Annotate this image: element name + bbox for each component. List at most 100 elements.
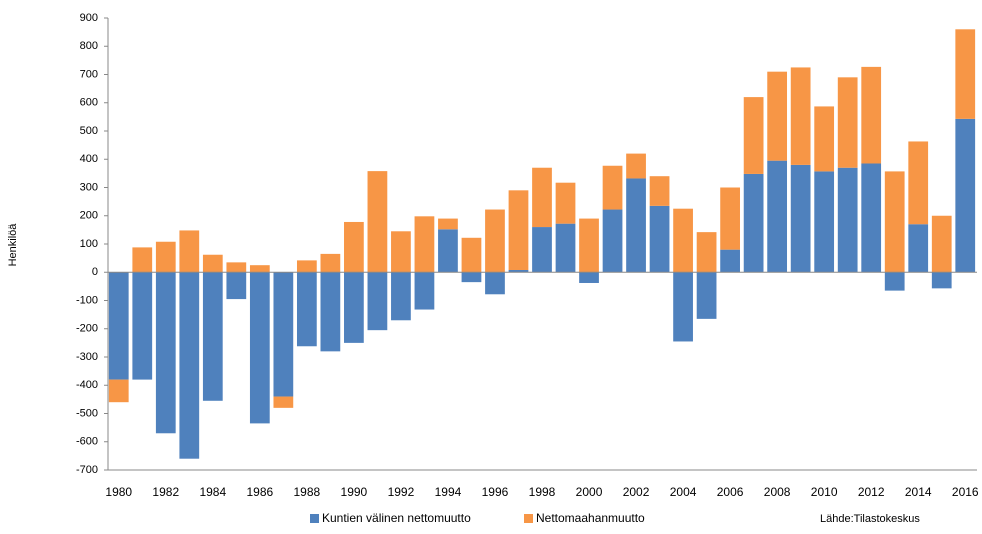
bar-segment xyxy=(861,66,882,164)
bar-segment xyxy=(931,215,952,273)
bar-segment xyxy=(555,182,576,224)
bar-segment xyxy=(696,232,717,273)
bar-segment xyxy=(202,254,223,273)
x-tick-label: 2006 xyxy=(717,485,744,499)
bar-segment xyxy=(508,190,529,270)
bar-segment xyxy=(391,231,411,273)
bar-segment xyxy=(202,272,223,401)
y-tick-label: 200 xyxy=(80,210,98,222)
bar-segment xyxy=(438,229,458,273)
bar-segment xyxy=(884,272,905,291)
y-tick-label: 100 xyxy=(80,238,98,250)
bar-segment xyxy=(485,209,505,273)
bar-segment xyxy=(814,171,835,273)
bar-segment xyxy=(226,262,247,273)
bar-segment xyxy=(790,164,811,273)
bar-segment xyxy=(884,171,905,273)
y-tick-label: -500 xyxy=(76,407,98,419)
x-tick-label: 2000 xyxy=(576,485,603,499)
x-tick-label: 1988 xyxy=(294,485,321,499)
bar-segment xyxy=(532,227,552,273)
bar-segment xyxy=(649,205,670,273)
y-tick-label: 400 xyxy=(80,153,98,165)
y-tick-label: -300 xyxy=(76,351,98,363)
x-tick-label: 1992 xyxy=(388,485,415,499)
x-tick-label: 2002 xyxy=(623,485,650,499)
x-tick-label: 1994 xyxy=(435,485,462,499)
bar-segment xyxy=(931,272,952,289)
x-tick-label: 1980 xyxy=(105,485,132,499)
bar-segment xyxy=(673,208,693,273)
y-tick-label: 900 xyxy=(80,12,98,24)
bar-segment xyxy=(249,265,270,273)
bar-segment xyxy=(532,167,552,228)
bar-segment xyxy=(320,272,341,352)
bar-segment xyxy=(767,160,788,273)
bar-segment xyxy=(320,253,341,273)
bar-segment xyxy=(508,269,529,273)
x-tick-label: 1998 xyxy=(529,485,556,499)
bar-segment xyxy=(132,272,153,380)
bar-segment xyxy=(155,272,176,434)
bar-segment xyxy=(720,249,740,273)
legend-label: Nettomaahanmuutto xyxy=(536,511,645,525)
y-tick-label: 0 xyxy=(92,266,98,278)
bar-segment xyxy=(249,272,270,424)
bar-segment xyxy=(273,272,294,397)
bar-segment xyxy=(908,224,929,273)
x-tick-label: 2004 xyxy=(670,485,697,499)
bar-segment xyxy=(367,171,388,273)
bar-segment xyxy=(108,272,129,380)
bar-segment xyxy=(955,29,976,119)
y-tick-label: -400 xyxy=(76,379,98,391)
bar-segment xyxy=(696,272,717,319)
bar-segment xyxy=(461,237,482,273)
bar-segment xyxy=(344,221,364,273)
bar-segment xyxy=(743,97,764,174)
bar-segment xyxy=(555,223,576,273)
bar-segment xyxy=(108,379,129,403)
bar-segment xyxy=(485,272,505,295)
bar-segment xyxy=(767,71,788,161)
x-tick-label: 1984 xyxy=(199,485,226,499)
bar-segment xyxy=(908,141,929,225)
x-tick-label: 2010 xyxy=(811,485,838,499)
bar-segment xyxy=(673,272,693,342)
bar-segment xyxy=(438,218,458,230)
bar-segment xyxy=(579,218,599,273)
y-tick-label: -200 xyxy=(76,323,98,335)
bar-segment xyxy=(743,173,764,273)
bar-segment xyxy=(391,272,411,321)
bar-segment xyxy=(414,272,435,310)
y-tick-label: 800 xyxy=(80,40,98,52)
source-note: Lähde:Tilastokeskus xyxy=(820,513,920,525)
bar-segment xyxy=(296,272,317,347)
bar-segment xyxy=(861,163,882,273)
x-tick-label: 1982 xyxy=(152,485,179,499)
bar-segment xyxy=(720,187,740,250)
bar-segment xyxy=(296,260,317,273)
bar-segment xyxy=(602,165,623,210)
x-tick-label: 1990 xyxy=(341,485,368,499)
bar-segment xyxy=(179,272,200,459)
y-tick-label: -700 xyxy=(76,464,98,476)
y-tick-label: 700 xyxy=(80,68,98,80)
x-tick-label: 2012 xyxy=(858,485,885,499)
bar-segment xyxy=(273,396,294,408)
y-tick-label: 300 xyxy=(80,181,98,193)
x-tick-label: 2014 xyxy=(905,485,932,499)
bar-segment xyxy=(155,241,176,273)
legend-swatch xyxy=(310,514,319,523)
y-tick-label: 600 xyxy=(80,97,98,109)
x-tick-label: 1986 xyxy=(246,485,273,499)
bar-segment xyxy=(626,178,646,273)
bar-segment xyxy=(461,272,482,283)
y-axis-label: Henkilöä xyxy=(7,223,19,267)
bar-segment xyxy=(955,118,976,273)
bar-segment xyxy=(226,272,247,300)
legend-swatch xyxy=(524,514,533,523)
bar-segment xyxy=(814,106,835,172)
bar-segment xyxy=(132,247,153,273)
bar-segment xyxy=(579,272,599,283)
